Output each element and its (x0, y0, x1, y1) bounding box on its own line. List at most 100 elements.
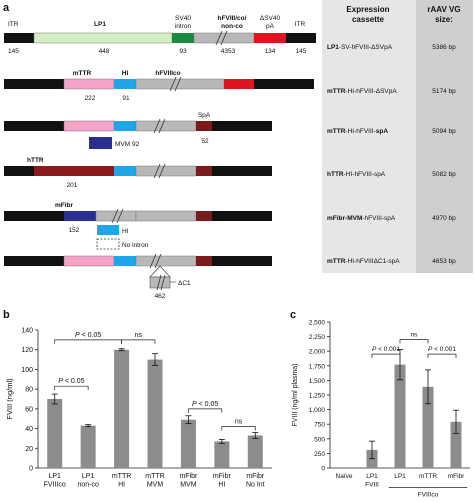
y-tick-label: 2,500 (309, 320, 326, 327)
num-spa: 52 (201, 138, 209, 145)
category-label: MVM (180, 482, 197, 489)
label-no-intron: No intron (122, 242, 149, 249)
label-itr-right: ITR (295, 21, 306, 28)
hfviii-block (95, 210, 137, 222)
y-tick-label: 250 (314, 451, 325, 458)
y-tick-label: 0 (29, 466, 33, 473)
significance-bracket (54, 385, 89, 391)
significance-bracket (399, 339, 429, 344)
label-mttr: mTTR (73, 70, 92, 77)
table-header-size-1: rAAV VG (427, 5, 460, 14)
break-mark (111, 208, 124, 224)
label-dsv40-1: ΔSV40 (260, 15, 281, 22)
itr-block (4, 121, 64, 131)
category-label: HI (218, 482, 225, 489)
bar (180, 419, 196, 468)
itr-block (212, 121, 272, 131)
significance-label: P < 0.05 (58, 378, 84, 385)
y-axis-label: FVIII (ng/ml plasma) (292, 363, 299, 426)
itr-right-block (286, 33, 316, 43)
y-tick-label: 100 (21, 367, 33, 374)
size-row-1: 5386 bp (432, 44, 456, 51)
category-label: LP1 (82, 473, 95, 480)
mttr-block (63, 120, 115, 132)
label-lp1: LP1 (94, 21, 106, 28)
category-label: LP1 (366, 473, 378, 480)
label-sv40-1: SV40 (175, 15, 191, 22)
y-tick-label: 1,000 (309, 407, 326, 414)
y-tick-label: 140 (21, 328, 33, 335)
category-label: mTTR (145, 473, 164, 480)
num-hi: 91 (122, 95, 130, 102)
category-label: No Int (246, 482, 265, 489)
label-httr: hTTR (27, 157, 44, 164)
itr-block (212, 211, 272, 221)
hfviii-block (135, 255, 197, 267)
hfviii-block (135, 165, 197, 177)
category-label: LP1 (394, 473, 406, 480)
hi-block (114, 166, 136, 176)
group-label: FVIIIco (418, 492, 439, 499)
y-axis-label: FVIII (ng/ml) (5, 378, 14, 420)
construct-mttr-hi: mTTR HI hFVIIIco 222 91 (4, 70, 314, 102)
significance-bracket (427, 353, 457, 359)
category-label: mTTR (419, 473, 437, 480)
num-mttr: 222 (85, 95, 96, 102)
y-tick-label: 40 (25, 426, 33, 433)
category-label: non-co (77, 482, 99, 489)
num-dsv40: 134 (265, 48, 276, 55)
lp1-block (33, 32, 173, 44)
size-row-5: 4970 bp (432, 215, 456, 222)
break-mark (153, 163, 166, 179)
mfibr-block (64, 211, 96, 221)
num-itr-right: 145 (296, 48, 307, 55)
category-label: mFibr (179, 473, 198, 480)
label-dc1: ΔC1 (178, 280, 191, 287)
significance-label: P < 0.001 (428, 346, 456, 353)
break-mark (215, 30, 228, 46)
bar (47, 399, 63, 468)
table-header-cassette-2: cassette (352, 15, 385, 24)
num-dc1: 462 (155, 293, 166, 300)
spa-block (196, 256, 212, 266)
itr-block (212, 166, 272, 176)
cassette-row-6: mTTR-HI-hFVIIIΔC1-spA (327, 258, 400, 265)
category-label: Naïve (336, 473, 353, 480)
construct-mttr-dc1: ΔC1 462 (4, 253, 272, 300)
y-tick-label: 500 (314, 436, 325, 443)
dc1-block (149, 276, 171, 289)
construct-mfibr: mFibr 152 HI No intron (4, 202, 272, 250)
y-tick-label: 1,250 (309, 393, 326, 400)
hi-block (114, 79, 136, 89)
spa-block (196, 211, 212, 221)
hi-block (114, 121, 136, 131)
bar (147, 359, 163, 468)
mttr-block (63, 255, 115, 267)
break-mark (169, 76, 182, 92)
num-hfviii: 4353 (221, 48, 236, 55)
label-hi-alt: HI (122, 228, 129, 235)
itr-block (4, 211, 64, 221)
pa-block (224, 79, 254, 89)
significance-bracket (121, 339, 156, 344)
itr-block (4, 79, 64, 89)
chart-b: 0 20 40 60 80 100 120 140 FVIII (ng/ml) LP1 FVIIIc… (5, 328, 272, 489)
deletion-wedge (149, 265, 171, 278)
panel-c-label: c (290, 309, 296, 321)
hi-alt-block (97, 225, 119, 235)
size-column (416, 0, 473, 273)
cassette-row-1: LP1-SV-hFVIII-ΔSVpA (327, 44, 393, 51)
spa-block (196, 121, 212, 131)
bar (114, 349, 130, 468)
significance-label: ns (135, 332, 143, 339)
category-label: HI (118, 482, 125, 489)
hfviii-block (135, 120, 197, 132)
break-mark (149, 253, 162, 269)
significance-label: P < 0.05 (75, 332, 101, 339)
y-tick-label: 20 (25, 446, 33, 453)
itr-block (254, 79, 314, 89)
construct-mttr-spa: SpA MVM 92 52 (4, 112, 272, 149)
itr-left-block (4, 33, 34, 43)
pa-block (254, 33, 286, 43)
